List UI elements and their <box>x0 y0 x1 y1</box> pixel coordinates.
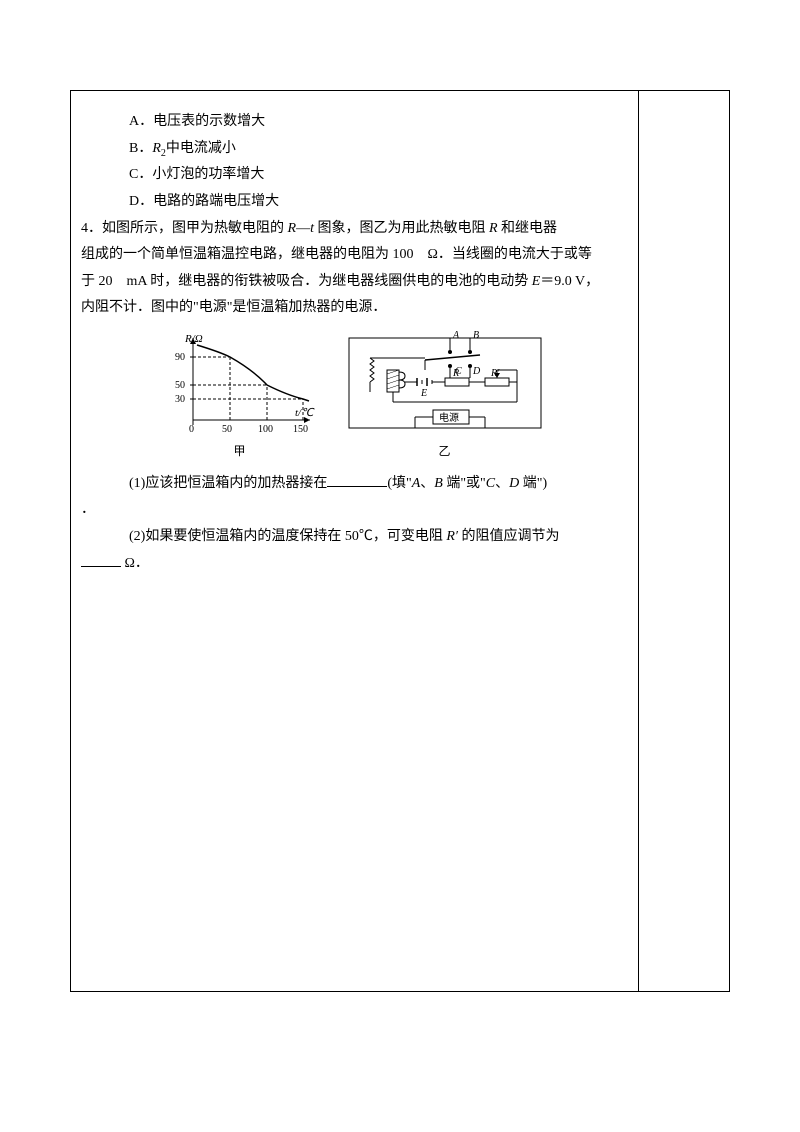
sub1-A: A <box>412 476 421 491</box>
xtick-50: 50 <box>222 424 232 435</box>
ytick-50: 50 <box>175 380 185 391</box>
q4-line2: 组成的一个简单恒温箱温控电路，继电器的电阻为 100 Ω．当线圈的电流大于或等 <box>81 242 628 269</box>
q4-l3-pre: 于 20 mA 时，继电器的衔铁被吸合．为继电器线圈供电的电池的电动势 <box>81 274 532 289</box>
q4-l1-v3: R <box>489 221 498 236</box>
circuit-svg: A B C D <box>345 330 545 440</box>
sub2-tail: Ω． <box>81 551 628 578</box>
svg-text:A: A <box>452 330 460 341</box>
sub2-mid: 的阻值应调节为 <box>458 529 560 544</box>
sub1-period: ． <box>81 497 628 524</box>
ylabel: R/Ω <box>184 333 203 345</box>
figures-row: 30 50 90 0 50 100 150 <box>81 330 628 463</box>
question-4: 4．如图所示，图甲为热敏电阻的 R—t 图象，图乙为用此热敏电阻 R 和继电器 … <box>81 216 628 322</box>
sub1-m1: 、 <box>420 476 434 491</box>
sub1-post: 端") <box>519 476 547 491</box>
q4-l3-post: ＝9.0 V， <box>540 274 599 289</box>
option-A-text: A．电压表的示数增大 <box>129 114 265 129</box>
option-C: C．小灯泡的功率增大 <box>81 162 628 189</box>
figure-graph: 30 50 90 0 50 100 150 <box>165 330 315 463</box>
sub1-pre: (1)应该把恒温箱内的加热器接在 <box>129 476 327 491</box>
option-B-pre: B． <box>129 141 152 156</box>
sub1-m2: 端"或" <box>443 476 486 491</box>
graph-svg: 30 50 90 0 50 100 150 <box>165 330 315 440</box>
graph-caption: 甲 <box>165 440 315 463</box>
xlabel: t/℃ <box>295 407 315 419</box>
sub1-C: C <box>486 476 495 491</box>
q4-line1: 4．如图所示，图甲为热敏电阻的 R—t 图象，图乙为用此热敏电阻 R 和继电器 <box>81 216 628 243</box>
q4-l1-v1: R <box>288 221 297 236</box>
svg-text:E: E <box>420 388 427 399</box>
page: A．电压表的示数增大 B．R2中电流减小 C．小灯泡的功率增大 D．电路的路端电… <box>0 0 800 1132</box>
svg-text:电源: 电源 <box>439 411 459 424</box>
q4-line3: 于 20 mA 时，继电器的衔铁被吸合．为继电器线圈供电的电池的电动势 E＝9.… <box>81 269 628 296</box>
sub1-D: D <box>509 476 519 491</box>
q4-l4: 内阻不计．图中的"电源"是恒温箱加热器的电源． <box>81 300 386 315</box>
svg-text:B: B <box>473 330 479 341</box>
q4-line4: 内阻不计．图中的"电源"是恒温箱加热器的电源． <box>81 295 628 322</box>
option-C-text: C．小灯泡的功率增大 <box>129 167 264 182</box>
svg-text:D: D <box>472 366 481 377</box>
sub-question-2: (2)如果要使恒温箱内的温度保持在 50℃，可变电阻 R′ 的阻值应调节为 <box>81 524 628 551</box>
q4-l3-v: E <box>532 274 541 289</box>
sub1-hint-pre: (填" <box>387 476 411 491</box>
figure-circuit: A B C D <box>345 330 545 463</box>
side-column <box>639 91 729 991</box>
circuit-caption: 乙 <box>345 440 545 463</box>
option-B-post: 中电流减小 <box>166 141 236 156</box>
svg-text:R: R <box>452 368 459 379</box>
sub1-B: B <box>434 476 443 491</box>
blank-2[interactable] <box>81 552 121 567</box>
xtick-150: 150 <box>293 424 308 435</box>
option-A: A．电压表的示数增大 <box>81 109 628 136</box>
q4-l1-pre: 4．如图所示，图甲为热敏电阻的 <box>81 221 288 236</box>
sub-question-1: (1)应该把恒温箱内的加热器接在(填"A、B 端"或"C、D 端") <box>81 471 628 498</box>
sub2-pre: (2)如果要使恒温箱内的温度保持在 50℃，可变电阻 <box>129 529 446 544</box>
xtick-0: 0 <box>189 424 194 435</box>
sub2-unit: Ω． <box>121 556 149 571</box>
blank-1[interactable] <box>327 472 387 487</box>
option-D: D．电路的路端电压增大 <box>81 189 628 216</box>
content-frame: A．电压表的示数增大 B．R2中电流减小 C．小灯泡的功率增大 D．电路的路端电… <box>70 90 730 992</box>
q4-l1-m2: 图象，图乙为用此热敏电阻 <box>314 221 489 236</box>
ytick-30: 30 <box>175 394 185 405</box>
q4-l1-post: 和继电器 <box>498 221 558 236</box>
sub1-m3: 、 <box>495 476 509 491</box>
option-D-text: D．电路的路端电压增大 <box>129 194 279 209</box>
option-B: B．R2中电流减小 <box>81 136 628 163</box>
sub2-var: R′ <box>446 529 458 544</box>
ytick-90: 90 <box>175 352 185 363</box>
xtick-100: 100 <box>258 424 273 435</box>
q4-l1-m1: — <box>296 221 310 236</box>
q4-l2: 组成的一个简单恒温箱温控电路，继电器的电阻为 100 Ω．当线圈的电流大于或等 <box>81 247 592 262</box>
main-column: A．电压表的示数增大 B．R2中电流减小 C．小灯泡的功率增大 D．电路的路端电… <box>71 91 639 991</box>
option-B-var: R <box>152 141 161 156</box>
